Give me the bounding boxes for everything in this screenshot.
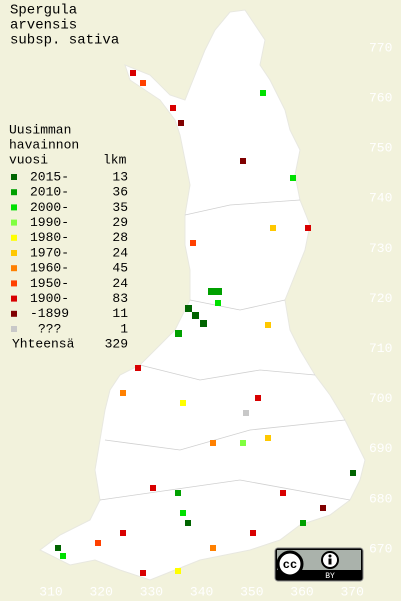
legend-label: 2000- bbox=[30, 200, 69, 215]
license-badge: cc BY bbox=[274, 547, 364, 582]
northing-label: 760 bbox=[369, 91, 392, 106]
northing-label: 730 bbox=[369, 241, 392, 256]
legend-label: 1960- bbox=[30, 261, 69, 276]
legend-label: 1950- bbox=[30, 276, 69, 291]
legend-count: 28 bbox=[112, 230, 128, 245]
title-line: subsp. sativa bbox=[10, 33, 119, 49]
legend-swatch bbox=[11, 310, 17, 317]
legend-label: 1990- bbox=[30, 215, 69, 230]
legend-total-label: Yhteensä bbox=[12, 336, 75, 351]
legend-swatch bbox=[11, 295, 17, 302]
northing-label: 770 bbox=[369, 40, 392, 55]
legend-label: 2010- bbox=[30, 185, 69, 200]
legend-label: ??? bbox=[38, 321, 61, 336]
record-squares bbox=[55, 70, 356, 576]
by-icon-head bbox=[328, 554, 332, 558]
northing-label: 720 bbox=[369, 291, 392, 306]
easting-label: 350 bbox=[240, 584, 263, 599]
easting-label: 360 bbox=[290, 584, 313, 599]
easting-label: 320 bbox=[89, 584, 112, 599]
legend-swatch bbox=[11, 326, 17, 332]
easting-label: 340 bbox=[190, 584, 213, 599]
legend-count: 13 bbox=[112, 169, 128, 184]
legend-count: 24 bbox=[112, 276, 128, 291]
northing-label: 710 bbox=[369, 341, 392, 356]
northing-label: 670 bbox=[369, 541, 392, 556]
easting-label: 310 bbox=[39, 584, 62, 599]
legend-heading: Uusimman bbox=[9, 122, 71, 137]
legend-swatch bbox=[11, 280, 17, 287]
by-icon-body bbox=[328, 558, 332, 565]
finland-outline bbox=[39, 9, 366, 581]
legend-count: 36 bbox=[112, 185, 128, 200]
legend-heading: havainnon bbox=[9, 137, 79, 152]
legend-label: 2015- bbox=[30, 169, 69, 184]
northing-label: 750 bbox=[369, 141, 392, 156]
legend-label: -1899 bbox=[30, 306, 69, 321]
legend-count: 45 bbox=[112, 261, 128, 276]
legend-swatch bbox=[11, 189, 17, 196]
legend-count-heading: lkm bbox=[103, 152, 127, 167]
legend-swatch bbox=[11, 204, 17, 211]
title-line: Spergula bbox=[10, 3, 77, 19]
legend-label: 1900- bbox=[30, 291, 69, 306]
legend-swatch bbox=[11, 219, 17, 226]
easting-label: 330 bbox=[140, 584, 163, 599]
cc-text: cc bbox=[283, 558, 297, 572]
legend-count: 29 bbox=[112, 215, 128, 230]
easting-label: 370 bbox=[340, 584, 363, 599]
northing-label: 690 bbox=[369, 441, 392, 456]
legend-heading: vuosi bbox=[9, 152, 48, 167]
legend-swatch bbox=[11, 265, 17, 272]
legend-label: 1980- bbox=[30, 230, 69, 245]
cc-circle bbox=[276, 550, 304, 578]
northing-label: 680 bbox=[369, 491, 392, 506]
legend-total: 329 bbox=[105, 336, 128, 351]
title-line: arvensis bbox=[10, 18, 77, 34]
legend-swatch bbox=[11, 174, 17, 180]
legend-swatch bbox=[11, 234, 17, 241]
legend-count: 83 bbox=[112, 291, 128, 306]
by-text: BY bbox=[325, 572, 335, 581]
northing-label: 700 bbox=[369, 391, 392, 406]
legend-count: 24 bbox=[112, 245, 128, 260]
legend-count: 1 bbox=[120, 321, 128, 336]
northing-label: 740 bbox=[369, 191, 392, 206]
legend-label: 1970- bbox=[30, 245, 69, 260]
legend-count: 11 bbox=[112, 306, 128, 321]
legend-swatch bbox=[11, 250, 17, 256]
legend-count: 35 bbox=[112, 200, 128, 215]
